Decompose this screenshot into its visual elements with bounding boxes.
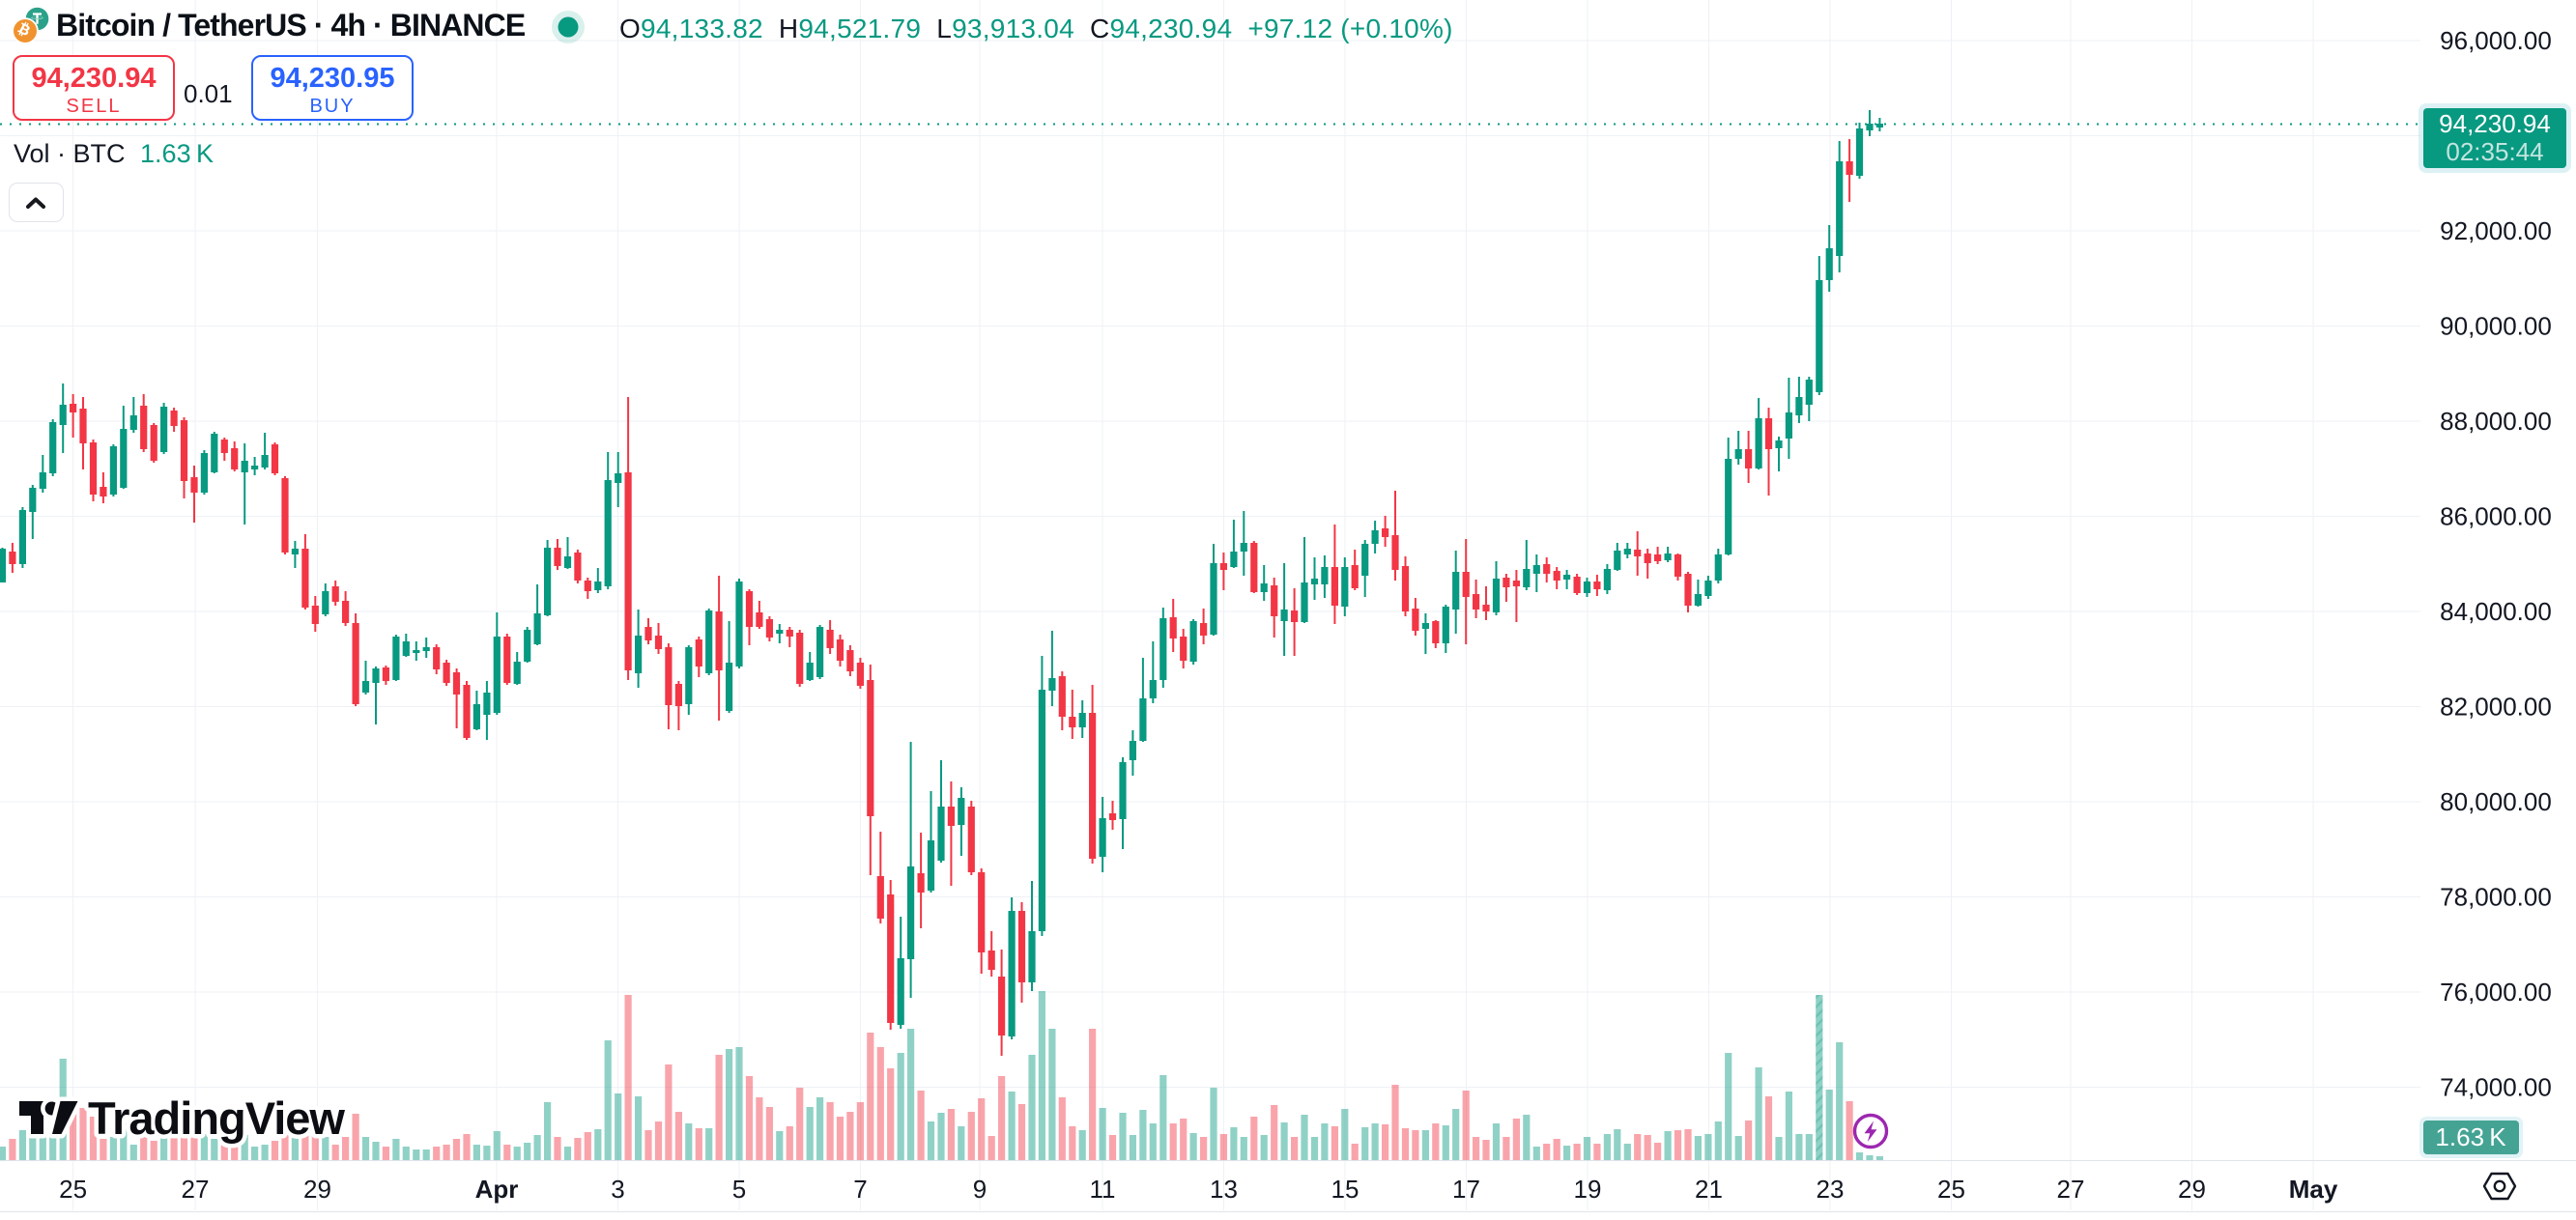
svg-text:3: 3 (611, 1175, 624, 1204)
svg-text:15: 15 (1331, 1175, 1360, 1204)
svg-text:27: 27 (2057, 1175, 2085, 1204)
svg-text:7: 7 (853, 1175, 867, 1204)
svg-text:92,000.00: 92,000.00 (2440, 216, 2552, 245)
svg-text:74,000.00: 74,000.00 (2440, 1073, 2552, 1102)
svg-text:78,000.00: 78,000.00 (2440, 883, 2552, 912)
svg-text:23: 23 (1817, 1175, 1845, 1204)
svg-text:May: May (2289, 1175, 2338, 1204)
svg-text:9: 9 (973, 1175, 987, 1204)
svg-text:19: 19 (1574, 1175, 1602, 1204)
svg-text:25: 25 (59, 1175, 87, 1204)
svg-text:1.63 K: 1.63 K (2435, 1122, 2506, 1151)
svg-text:29: 29 (2178, 1175, 2206, 1204)
svg-text:84,000.00: 84,000.00 (2440, 597, 2552, 626)
svg-text:5: 5 (732, 1175, 746, 1204)
svg-text:Apr: Apr (475, 1175, 519, 1204)
svg-text:76,000.00: 76,000.00 (2440, 978, 2552, 1007)
svg-text:21: 21 (1695, 1175, 1723, 1204)
svg-text:TradingView: TradingView (88, 1092, 345, 1144)
svg-text:80,000.00: 80,000.00 (2440, 787, 2552, 816)
svg-text:82,000.00: 82,000.00 (2440, 693, 2552, 722)
svg-text:29: 29 (303, 1175, 331, 1204)
svg-text:11: 11 (1090, 1175, 1116, 1204)
svg-text:13: 13 (1210, 1175, 1238, 1204)
svg-text:25: 25 (1937, 1175, 1965, 1204)
svg-text:90,000.00: 90,000.00 (2440, 312, 2552, 341)
svg-text:88,000.00: 88,000.00 (2440, 407, 2552, 436)
svg-text:02:35:44: 02:35:44 (2446, 137, 2543, 166)
svg-text:17: 17 (1452, 1175, 1480, 1204)
svg-text:94,230.94: 94,230.94 (2439, 109, 2551, 138)
svg-text:86,000.00: 86,000.00 (2440, 502, 2552, 531)
svg-text:96,000.00: 96,000.00 (2440, 26, 2552, 55)
svg-text:27: 27 (182, 1175, 210, 1204)
